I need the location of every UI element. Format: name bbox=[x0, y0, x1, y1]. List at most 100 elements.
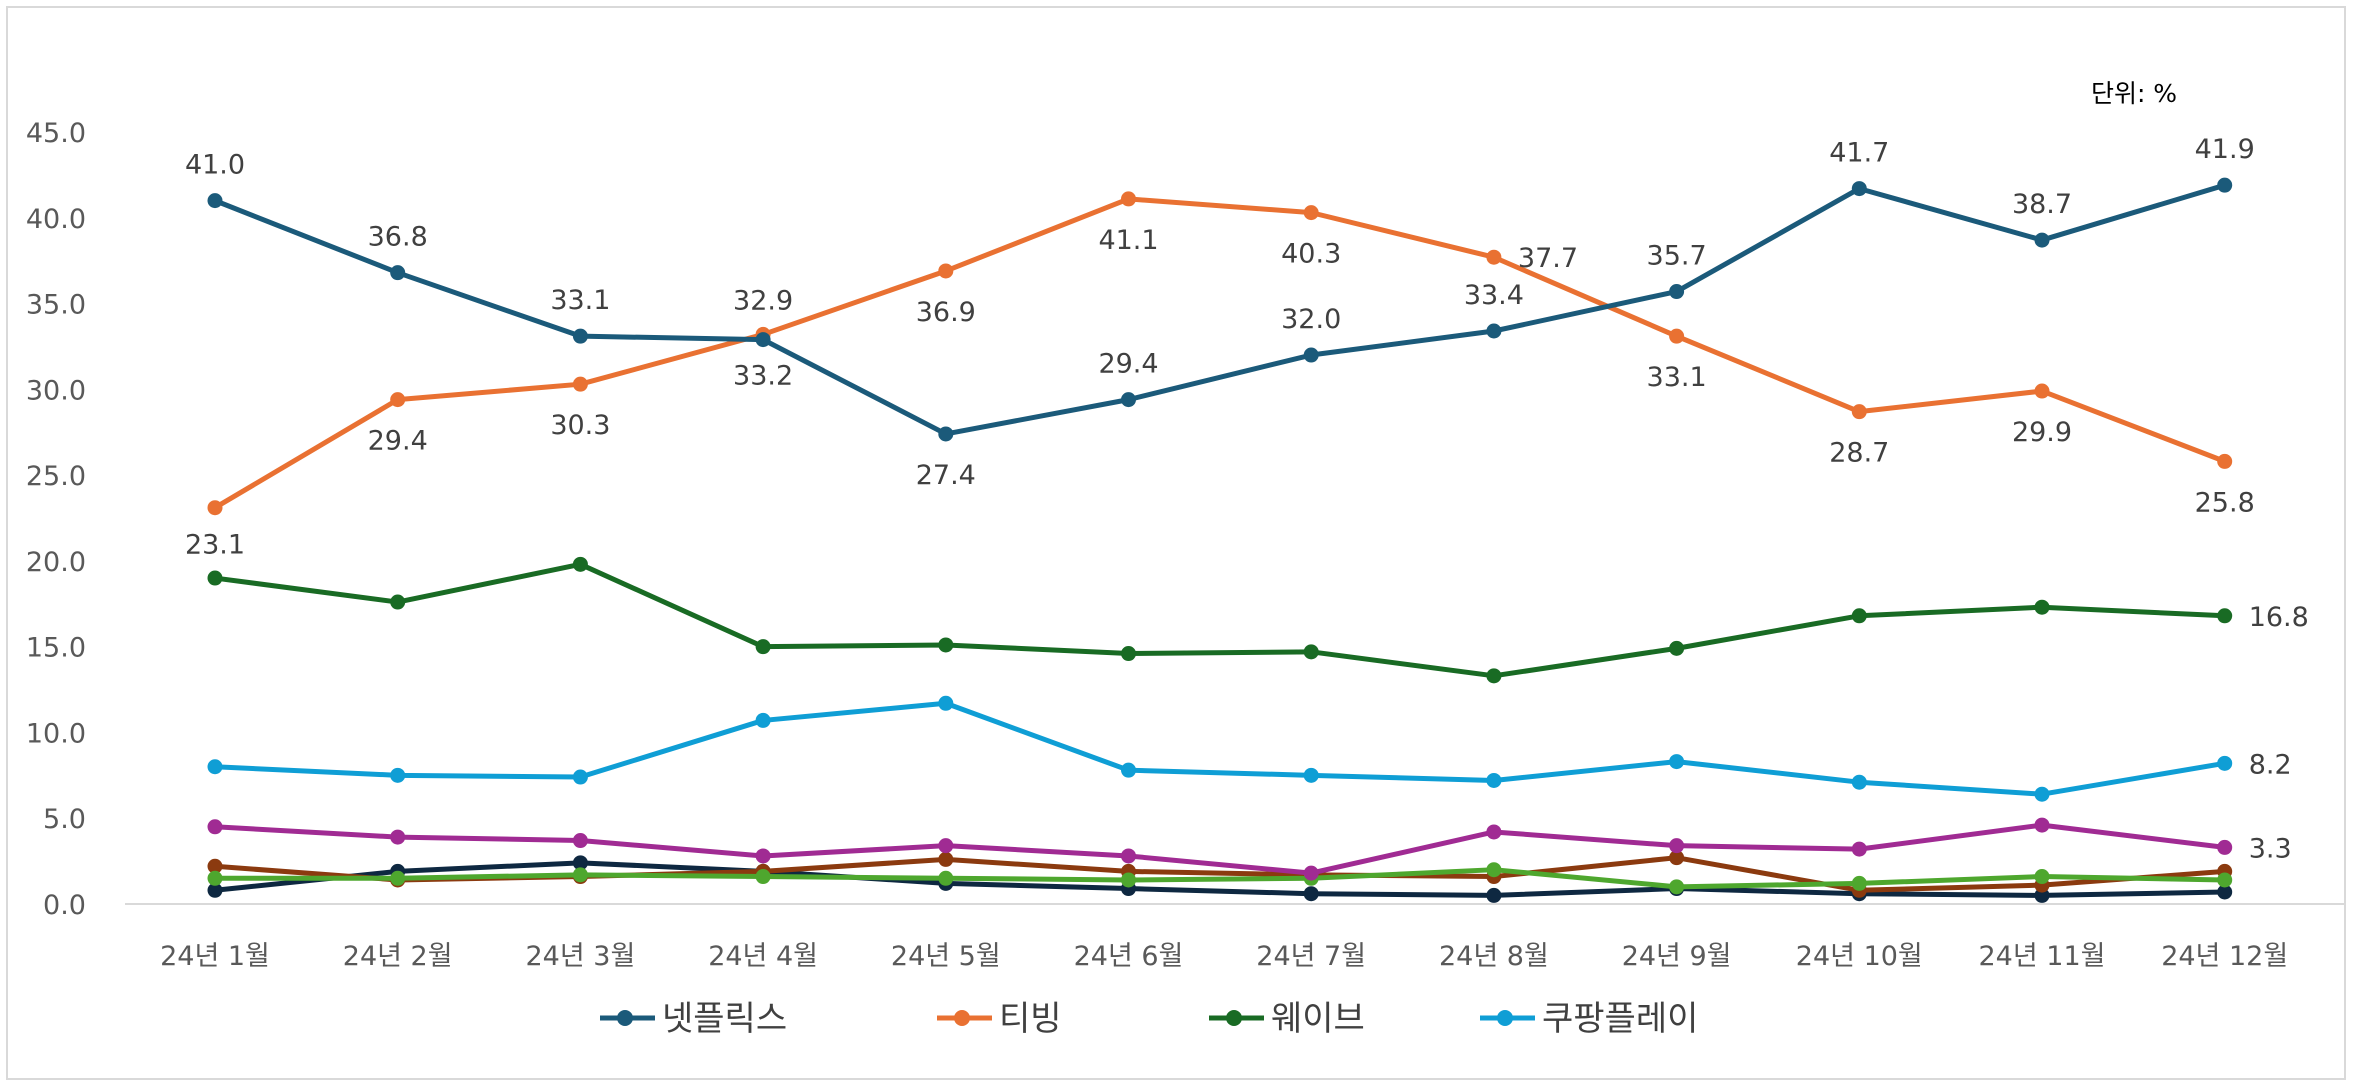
data-label: 29.9 bbox=[2012, 417, 2072, 448]
data-label: 28.7 bbox=[1829, 438, 1889, 469]
data-label: 35.7 bbox=[1647, 241, 1707, 272]
data-point bbox=[207, 500, 223, 516]
data-label: 33.2 bbox=[733, 360, 793, 391]
data-label: 36.8 bbox=[368, 222, 428, 253]
series-line bbox=[215, 867, 2225, 890]
data-point bbox=[938, 263, 954, 279]
x-tick-label: 24년 7월 bbox=[1256, 941, 1366, 972]
data-point bbox=[1851, 181, 1867, 197]
data-point bbox=[1486, 249, 1502, 265]
y-tick-label: 20.0 bbox=[26, 547, 86, 578]
data-point bbox=[1486, 862, 1502, 878]
data-point bbox=[755, 712, 771, 728]
data-point bbox=[207, 759, 223, 775]
y-tick-label: 0.0 bbox=[43, 890, 86, 921]
y-tick-label: 40.0 bbox=[26, 204, 86, 235]
data-point bbox=[1303, 347, 1319, 363]
x-tick-label: 24년 9월 bbox=[1622, 941, 1732, 972]
data-point bbox=[938, 695, 954, 711]
data-label: 33.4 bbox=[1464, 280, 1524, 311]
x-tick-label: 24년 2월 bbox=[343, 941, 453, 972]
data-point bbox=[2217, 884, 2233, 900]
data-point bbox=[755, 869, 771, 885]
data-label: 41.7 bbox=[1829, 138, 1889, 169]
data-point bbox=[390, 870, 406, 886]
data-point bbox=[2034, 887, 2050, 903]
data-point bbox=[390, 767, 406, 783]
data-point bbox=[207, 193, 223, 209]
legend-marker bbox=[1226, 1010, 1242, 1026]
x-tick-label: 24년 5월 bbox=[891, 941, 1001, 972]
data-point bbox=[1303, 767, 1319, 783]
x-tick-label: 24년 11월 bbox=[1979, 941, 2106, 972]
data-point bbox=[1303, 644, 1319, 660]
x-tick-label: 24년 12월 bbox=[2161, 941, 2288, 972]
data-point bbox=[1121, 872, 1136, 888]
series-웨이브 bbox=[207, 556, 2233, 684]
data-label: 27.4 bbox=[916, 460, 976, 491]
x-tick-label: 24년 1월 bbox=[160, 941, 270, 972]
data-point bbox=[572, 867, 588, 883]
y-tick-label: 30.0 bbox=[26, 375, 86, 406]
data-label: 41.0 bbox=[185, 150, 245, 181]
unit-label: 단위: % bbox=[2091, 79, 2177, 108]
y-tick-label: 35.0 bbox=[26, 290, 86, 321]
data-point bbox=[1851, 875, 1867, 891]
data-point bbox=[1669, 640, 1685, 656]
data-point bbox=[207, 870, 223, 886]
data-labels: 41.0 36.8 33.1 32.9 27.4 29.4 32.0 33.4 35.7 41.7… bbox=[185, 134, 2309, 864]
data-label: 29.4 bbox=[368, 426, 428, 457]
data-point bbox=[1486, 668, 1502, 684]
x-tick-label: 24년 10월 bbox=[1796, 941, 1923, 972]
data-label: 37.7 bbox=[1518, 243, 1578, 274]
data-point bbox=[390, 829, 406, 845]
data-label: 41.1 bbox=[1098, 225, 1158, 256]
data-point bbox=[1303, 865, 1319, 881]
data-point bbox=[1121, 191, 1136, 207]
data-point bbox=[2034, 232, 2050, 248]
series-쿠팡플레이 bbox=[207, 695, 2233, 802]
data-label: 33.1 bbox=[1647, 362, 1707, 393]
data-point bbox=[207, 570, 223, 586]
data-label: 8.2 bbox=[2249, 749, 2292, 780]
data-point bbox=[572, 556, 588, 572]
data-point bbox=[2034, 869, 2050, 885]
legend-label: 티빙 bbox=[999, 999, 1062, 1039]
data-point bbox=[1669, 879, 1685, 895]
y-tick-label: 10.0 bbox=[26, 718, 86, 749]
data-point bbox=[1486, 772, 1502, 788]
series-line bbox=[214, 561, 2225, 679]
data-point bbox=[1669, 850, 1685, 866]
y-tick-label: 5.0 bbox=[43, 804, 86, 835]
data-point bbox=[2217, 453, 2233, 469]
data-point bbox=[1486, 887, 1502, 903]
data-point bbox=[1851, 841, 1867, 857]
data-point bbox=[390, 594, 406, 610]
data-point bbox=[390, 392, 406, 408]
data-point bbox=[1669, 754, 1685, 770]
data-point bbox=[2217, 608, 2233, 624]
legend-item: 넷플릭스 bbox=[600, 999, 787, 1039]
legend-label: 넷플릭스 bbox=[662, 999, 787, 1039]
data-label: 16.8 bbox=[2249, 602, 2309, 633]
data-point bbox=[1851, 404, 1867, 420]
data-point bbox=[1303, 886, 1319, 902]
data-label: 29.4 bbox=[1098, 349, 1158, 380]
x-axis-ticks: 24년 1월 24년 2월 24년 3월 24년 4월 24년 5월 24년 6월 24년 … bbox=[160, 941, 2288, 972]
data-point bbox=[572, 833, 588, 849]
data-point bbox=[1669, 284, 1685, 300]
x-tick-label: 24년 3월 bbox=[525, 941, 635, 972]
data-point bbox=[390, 265, 406, 281]
data-label: 32.9 bbox=[733, 286, 793, 317]
data-point bbox=[572, 328, 588, 344]
data-label: 41.9 bbox=[2195, 134, 2255, 165]
x-tick-label: 24년 4월 bbox=[708, 941, 818, 972]
data-point bbox=[1121, 848, 1136, 864]
series-넷플릭스 bbox=[207, 177, 2233, 442]
data-point bbox=[938, 870, 954, 886]
data-point bbox=[1486, 323, 1502, 339]
data-point bbox=[1121, 392, 1136, 408]
data-point bbox=[207, 882, 223, 898]
y-tick-label: 15.0 bbox=[26, 633, 86, 664]
